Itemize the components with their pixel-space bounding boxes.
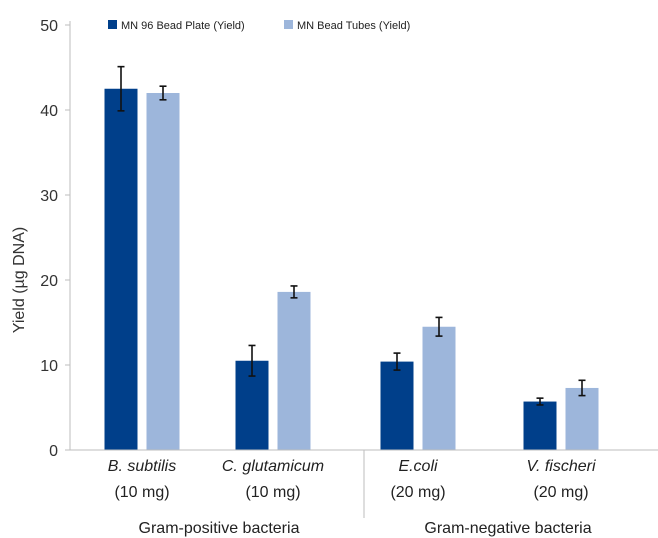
y-tick-label: 20 <box>40 273 58 290</box>
y-tick-label: 10 <box>40 358 58 375</box>
error-bar <box>578 379 586 397</box>
category-name-label: E.coli <box>398 458 438 475</box>
category-amount-label: (20 mg) <box>533 484 588 501</box>
legend: MN 96 Bead Plate (Yield) MN Bead Tubes (Y… <box>108 20 410 32</box>
category-amount-label: (10 mg) <box>245 484 300 501</box>
error-bar <box>536 397 544 406</box>
legend-label: MN 96 Bead Plate (Yield) <box>121 20 245 32</box>
legend-item: MN 96 Bead Plate (Yield) <box>108 20 245 32</box>
bars <box>104 65 599 450</box>
bar-bead-tubes <box>277 291 311 450</box>
legend-swatch <box>108 20 117 29</box>
y-axis-title: Yield (µg DNA) <box>11 227 28 333</box>
error-bar <box>159 85 167 101</box>
bar-bead-tubes <box>565 387 599 450</box>
y-tick-label: 40 <box>40 103 58 120</box>
y-axis: 0 10 20 30 40 50 <box>40 18 71 460</box>
error-bar <box>435 316 443 337</box>
group-label: Gram-positive bacteria <box>139 520 300 537</box>
bar-bead-plate <box>380 361 414 450</box>
category-amount-label: (10 mg) <box>114 484 169 501</box>
error-bar <box>393 352 401 371</box>
y-tick-label: 0 <box>49 443 58 460</box>
legend-item: MN Bead Tubes (Yield) <box>284 20 410 32</box>
bar-bead-plate <box>523 401 557 450</box>
bar-bead-tubes <box>146 93 180 450</box>
x-axis: B. subtilis (10 mg) C. glutamicum (10 mg) E.… <box>70 449 658 537</box>
legend-label: MN Bead Tubes (Yield) <box>297 20 410 32</box>
legend-swatch <box>284 20 293 29</box>
category-name-label: B. subtilis <box>108 458 176 475</box>
error-bar <box>290 285 298 299</box>
bar-bead-plate <box>104 88 138 450</box>
error-bar <box>248 344 256 377</box>
y-tick-label: 30 <box>40 188 58 205</box>
group-label: Gram-negative bacteria <box>424 520 591 537</box>
category-amount-label: (20 mg) <box>390 484 445 501</box>
bar-bead-tubes <box>422 326 456 450</box>
error-bar <box>117 65 125 112</box>
category-name-label: V. fischeri <box>526 458 596 475</box>
category-name-label: C. glutamicum <box>222 458 324 475</box>
y-tick-label: 50 <box>40 18 58 35</box>
